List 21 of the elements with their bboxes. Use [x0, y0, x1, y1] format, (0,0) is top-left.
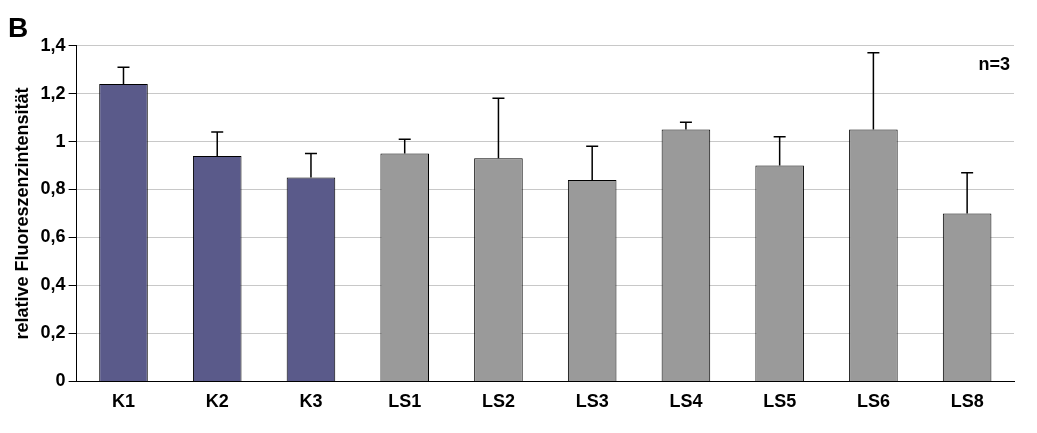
- annotation: n=3: [978, 53, 1010, 74]
- y-tick-label: 1,4: [40, 34, 66, 55]
- x-tick-label: LS8: [950, 391, 984, 412]
- x-tick-label: K3: [299, 391, 323, 412]
- y-tick-label: 1: [55, 130, 66, 151]
- chart-title: B: [8, 11, 29, 43]
- y-tick-label: 0,4: [40, 274, 66, 295]
- y-tick-label: 0,2: [40, 322, 66, 343]
- x-tick-label: LS5: [763, 391, 797, 412]
- x-tick-label: LS2: [481, 391, 515, 412]
- x-tick-label: LS3: [575, 391, 609, 412]
- x-tick-label: K2: [205, 391, 229, 412]
- y-tick-label: 0,8: [40, 178, 66, 199]
- x-tick-label: LS4: [669, 391, 703, 412]
- y-tick-label: 1,2: [40, 82, 66, 103]
- x-tick-label: LS1: [388, 391, 422, 412]
- x-tick-label: K1: [111, 391, 135, 412]
- y-tick-label: 0: [55, 370, 66, 391]
- x-tick-label: LS6: [856, 391, 890, 412]
- y-tick-label: 0,6: [40, 226, 66, 247]
- y-axis-title: relative Fluoreszenzintensität: [11, 87, 32, 340]
